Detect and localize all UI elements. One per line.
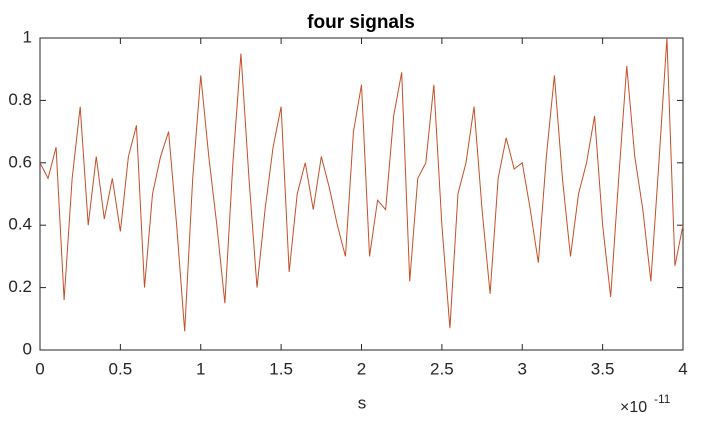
chart-title: four signals: [307, 12, 415, 33]
x-tick-label: 0.5: [109, 359, 133, 378]
signal-line: [39, 37, 684, 332]
y-tick-label: 0.6: [8, 152, 32, 171]
x-tick-label: 3: [518, 359, 527, 378]
x-tick-label: 4: [678, 359, 687, 378]
y-tick-label: 1: [23, 27, 32, 46]
y-tick-label: 0.4: [8, 215, 32, 234]
x-multiplier: ×10: [620, 399, 647, 416]
x-tick-label: 1.5: [269, 359, 293, 378]
x-axis-label: s: [358, 393, 367, 412]
y-tick-label: 0.2: [8, 277, 32, 296]
x-tick-label: 0: [35, 359, 44, 378]
x-tick-label: 2.5: [430, 359, 454, 378]
x-tick-label: 3.5: [591, 359, 615, 378]
x-tick-label: 2: [357, 359, 366, 378]
y-tick-label: 0.8: [8, 90, 32, 109]
x-tick-label: 1: [196, 359, 205, 378]
x-multiplier-exponent: -11: [654, 392, 671, 406]
y-tick-label: 0: [23, 339, 32, 358]
